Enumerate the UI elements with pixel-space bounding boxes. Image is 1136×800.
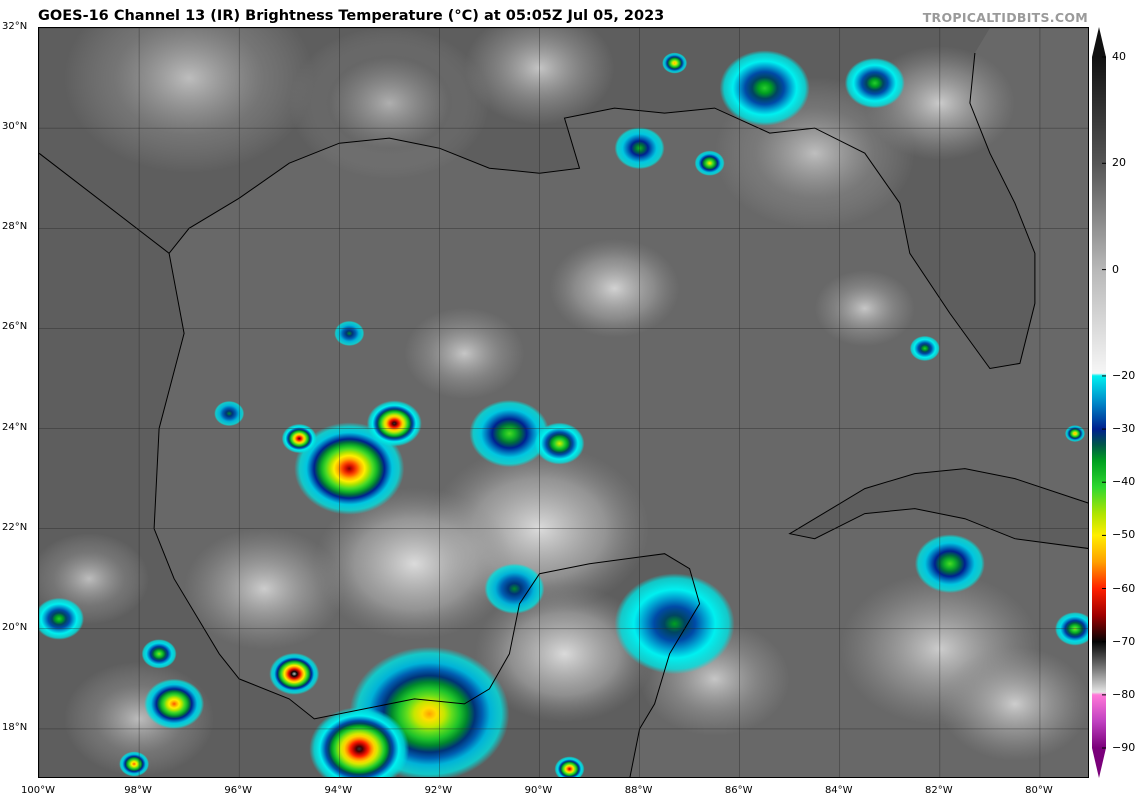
convective-storm (719, 50, 810, 126)
convective-storm (281, 423, 317, 454)
cloud-field (474, 585, 655, 723)
lat-label: 28°N (2, 221, 28, 233)
coastline-mexico (153, 253, 701, 777)
colorbar-tick-label: 20 (1112, 156, 1126, 170)
colorbar-tick-label: −30 (1112, 422, 1136, 436)
lon-label: 90°W (524, 785, 553, 796)
lat-label: 32°N (2, 21, 28, 32)
colorbar-tick-label: −50 (1112, 528, 1136, 542)
convective-storm (614, 573, 735, 675)
lat-label: 20°N (2, 621, 28, 633)
coastline-us (39, 52, 1036, 370)
convective-storm (469, 399, 550, 468)
lon-label: 88°W (624, 785, 653, 796)
convective-storm (662, 52, 688, 74)
convective-storm (1064, 425, 1085, 442)
colorbar-tick-label: 40 (1112, 50, 1126, 63)
convective-storm (484, 563, 545, 614)
lon-label: 96°W (224, 785, 252, 796)
cloud-field (939, 646, 1088, 761)
convective-storm (366, 400, 422, 447)
lon-label: 98°W (124, 785, 152, 796)
convective-storm (534, 422, 585, 465)
lat-label: 18°N (2, 721, 28, 733)
convective-storm (214, 400, 245, 427)
lon-label: 92°W (424, 785, 453, 796)
map-canvas (39, 28, 1088, 777)
convective-storm (914, 534, 985, 594)
convective-storm (39, 597, 85, 640)
lon-label: 80°W (1025, 785, 1053, 796)
colorbar-top-arrow (1092, 27, 1106, 57)
lon-label: 86°W (724, 785, 753, 796)
convective-storm (309, 706, 410, 777)
lon-label: 94°W (324, 785, 353, 796)
lat-label: 22°N (2, 521, 28, 533)
lat-label: 30°N (2, 121, 28, 133)
lon-label: 84°W (824, 785, 853, 796)
lat-label: 24°N (2, 421, 28, 433)
colorbar (1092, 27, 1106, 778)
cloud-field (314, 487, 515, 640)
lon-label: 100°W (21, 785, 55, 796)
watermark-credit: TROPICALTIDBITS.COM (922, 10, 1088, 25)
coastline-cuba (788, 468, 1088, 549)
lat-label: 26°N (2, 321, 28, 333)
colorbar-bottom-arrow (1092, 748, 1106, 778)
convective-storm (141, 639, 177, 669)
colorbar-gradient (1092, 57, 1106, 748)
convective-storm (119, 751, 150, 777)
colorbar-tick-label: −40 (1112, 475, 1136, 489)
lon-label: 82°W (925, 785, 953, 796)
cloud-field (549, 238, 680, 338)
cloud-field (184, 527, 345, 650)
convective-storm (334, 320, 365, 347)
cloud-field (404, 307, 525, 400)
convective-storm (144, 678, 205, 730)
colorbar-tick-label: −90 (1112, 741, 1136, 754)
colorbar-tick-label: −70 (1112, 634, 1136, 648)
convective-storm (269, 652, 320, 695)
convective-storm (294, 422, 405, 515)
colorbar-tick-label: −20 (1112, 368, 1136, 382)
colorbar-tick-label: −80 (1112, 687, 1136, 701)
cloud-field (64, 28, 315, 174)
chart-title: GOES-16 Channel 13 (IR) Brightness Tempe… (38, 8, 665, 24)
convective-storm (844, 57, 905, 109)
satellite-map (38, 27, 1089, 778)
colorbar-tick-label: 0 (1112, 262, 1119, 276)
convective-storm (694, 150, 725, 176)
convective-storm (554, 756, 585, 777)
convective-storm (909, 335, 940, 362)
colorbar-tick-label: −60 (1112, 581, 1136, 595)
cloud-field (814, 270, 915, 347)
